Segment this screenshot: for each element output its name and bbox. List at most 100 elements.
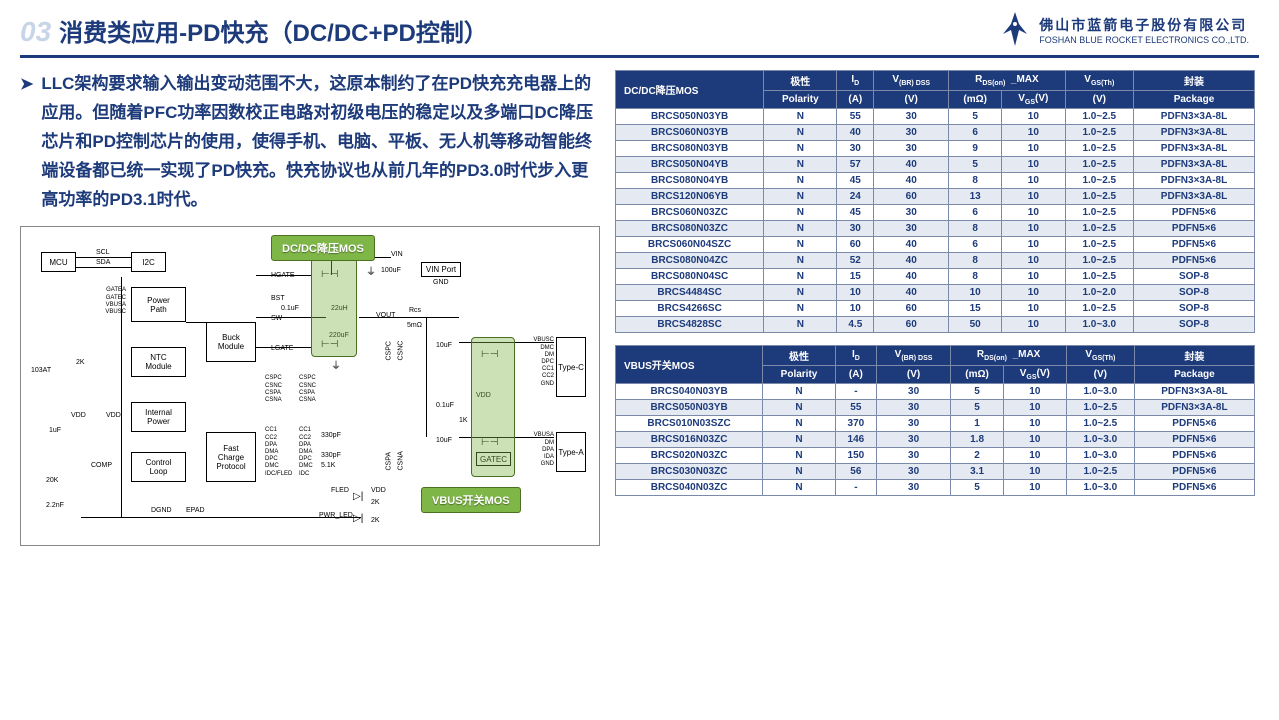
th-id: ID	[837, 71, 874, 91]
port-typea: Type-A	[556, 432, 586, 472]
table-cell: 4.5	[837, 317, 874, 333]
lbl-dgnd: DGND	[151, 507, 172, 514]
table-cell: 10	[1002, 269, 1066, 285]
th2-pkg-en: Package	[1134, 366, 1254, 384]
table-cell: 8	[949, 269, 1002, 285]
lbl-csnc-v: CSNC	[398, 341, 405, 361]
table-cell: N	[764, 269, 837, 285]
table-cell: 1.0~2.5	[1066, 464, 1134, 480]
callout-dcdc: DC/DC降压MOS	[271, 235, 375, 261]
table-cell: 30	[876, 400, 951, 416]
table-cell: 40	[874, 285, 949, 301]
lbl-1uf: 1uF	[49, 427, 61, 434]
table-cell: 30	[874, 109, 949, 125]
table-cell: 30	[876, 464, 951, 480]
table-cell: 5	[951, 400, 1003, 416]
table-cell: BRCS050N03YB	[616, 109, 764, 125]
table-cell: 10	[1002, 173, 1066, 189]
lbl-1k: 1K	[459, 417, 468, 424]
table-cell: 30	[874, 141, 949, 157]
table-cell: BRCS080N04SC	[616, 269, 764, 285]
lbl-2k2: 2K	[371, 499, 380, 506]
vbus-mos-zone	[471, 337, 515, 477]
table-cell: BRCS060N03YB	[616, 125, 764, 141]
block-mcu: MCU	[41, 252, 76, 272]
lbl-cspa-v: CSPA	[386, 452, 393, 471]
table-cell: BRCS080N04YB	[616, 173, 764, 189]
table-cell: 8	[949, 173, 1002, 189]
table-row: BRCS4828SCN4.56050101.0~3.0SOP-8	[616, 317, 1255, 333]
port-vin: VIN Port	[421, 262, 461, 277]
lbl-5m: 5mΩ	[407, 322, 422, 329]
table-cell: 10	[949, 285, 1002, 301]
left-column: ➤ LLC架构要求输入输出变动范围不大，这原本制约了在PD快充充电器上的应用。但…	[20, 70, 600, 546]
diode-icon: ▷|	[353, 491, 363, 502]
lbl-epad: EPAD	[186, 507, 205, 514]
table-cell: 1.0~2.5	[1066, 400, 1134, 416]
table-cell: N	[764, 237, 837, 253]
table-cell: BRCS030N03ZC	[616, 464, 763, 480]
table-cell: 1.0~2.5	[1065, 109, 1133, 125]
rocket-icon	[999, 10, 1031, 50]
lbl-10uf2: 10uF	[436, 437, 452, 444]
table-cell: 1.0~2.0	[1065, 285, 1133, 301]
table-row: BRCS020N03ZCN150302101.0~3.0PDFN5×6	[616, 448, 1255, 464]
table-cell: 45	[837, 205, 874, 221]
table-cell: 2	[951, 448, 1003, 464]
table-cell: 1.0~3.0	[1066, 384, 1134, 400]
table-row: BRCS030N03ZCN56303.1101.0~2.5PDFN5×6	[616, 464, 1255, 480]
table-cell: N	[764, 221, 837, 237]
table-cell: 60	[874, 189, 949, 205]
table-cell: BRCS120N06YB	[616, 189, 764, 205]
table-cell: 52	[837, 253, 874, 269]
port-typec: Type-C	[556, 337, 586, 397]
lbl-330pf: 330pF	[321, 432, 341, 439]
table-cell: 1.0~3.0	[1066, 448, 1134, 464]
logo-text-cn: 佛山市蓝箭电子股份有限公司	[1039, 15, 1249, 35]
table-cell: 30	[874, 221, 949, 237]
lbl-cspc-v: CSPC	[386, 342, 393, 361]
table-cell: PDFN3×3A-8L	[1134, 125, 1255, 141]
table-cell: 10	[837, 285, 874, 301]
table-cell: 40	[837, 125, 874, 141]
lbl-fled: FLED	[331, 487, 349, 494]
table-row: BRCS050N03YBN55305101.0~2.5PDFN3×3A-8L	[616, 109, 1255, 125]
gnd-icon: ⏚	[331, 357, 341, 372]
table-cell: 1.0~2.5	[1066, 416, 1134, 432]
table-cell: BRCS4828SC	[616, 317, 764, 333]
table-row: BRCS080N04YBN45408101.0~2.5PDFN3×3A-8L	[616, 173, 1255, 189]
table-cell: N	[764, 205, 837, 221]
callout-vbus: VBUS开关MOS	[421, 487, 521, 513]
table-cell: 10	[1002, 253, 1066, 269]
bullet-arrow-icon: ➤	[20, 74, 33, 214]
th2-rds: RDS(on) _MAX	[951, 346, 1067, 366]
table-cell: N	[763, 432, 836, 448]
table-cell: 1.0~3.0	[1066, 432, 1134, 448]
table-cell: 3.1	[951, 464, 1003, 480]
table-cell: 10	[1002, 221, 1066, 237]
table-cell: 9	[949, 141, 1002, 157]
th-pkg-en: Package	[1134, 91, 1255, 109]
table-cell: 5	[949, 109, 1002, 125]
lbl-51k: 5.1K	[321, 462, 335, 469]
table-cell: PDFN5×6	[1134, 480, 1254, 496]
table-cell: N	[764, 285, 837, 301]
table-cell: 30	[837, 141, 874, 157]
table-cell: 1.0~2.5	[1065, 253, 1133, 269]
th2-polarity-cn: 极性	[763, 346, 836, 366]
lbl-comp: COMP	[91, 462, 112, 469]
table-cell: 30	[874, 205, 949, 221]
table-cell: SOP-8	[1134, 269, 1255, 285]
th-v: (V)	[874, 91, 949, 109]
table-row: BRCS080N03ZCN30308101.0~2.5PDFN5×6	[616, 221, 1255, 237]
lbl-rcs: Rcs	[409, 307, 421, 314]
lbl-vdd2: VDD	[106, 412, 121, 419]
th2-polarity-en: Polarity	[763, 366, 836, 384]
table-cell: 56	[835, 464, 876, 480]
table-cell: N	[764, 125, 837, 141]
table-cell: 30	[837, 221, 874, 237]
th2-id: ID	[835, 346, 876, 366]
block-internal: Internal Power	[131, 402, 186, 432]
table-cell: PDFN3×3A-8L	[1134, 400, 1254, 416]
lbl-csna-v: CSNA	[398, 452, 405, 471]
